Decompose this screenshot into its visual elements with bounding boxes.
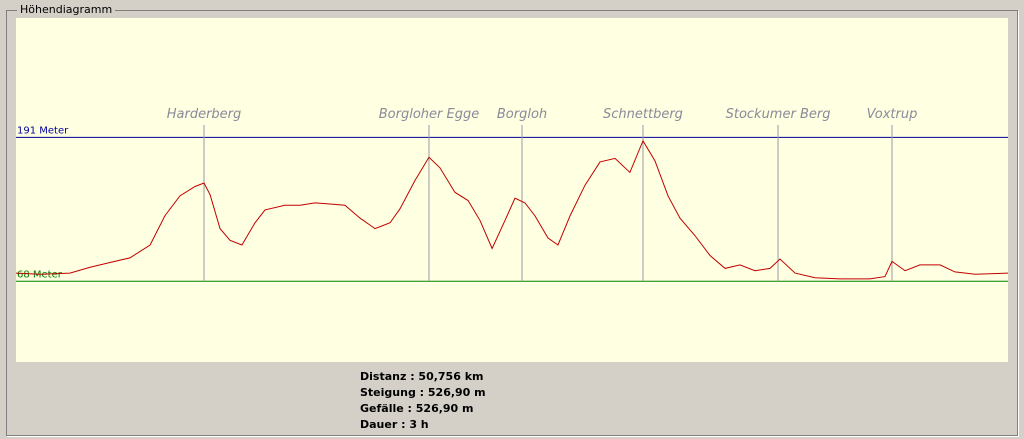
plot-area [16, 18, 1008, 362]
peak-label: Borgloh [497, 107, 547, 122]
group-title: Höhendiagramm [17, 3, 116, 16]
reference-label: 191 Meter [17, 125, 69, 136]
peak-label: Voxtrup [867, 107, 918, 122]
reference-label: 68 Meter [17, 269, 63, 280]
peak-label: Schnettberg [603, 107, 683, 122]
peak-label: Stockumer Berg [726, 107, 831, 122]
stats: Distanz : 50,756 km Steigung : 526,90 m Ge… [360, 369, 486, 433]
stat-line: Steigung : 526,90 m [360, 386, 486, 399]
stat-line: Gefälle : 526,90 m [360, 402, 474, 415]
peak-label: Harderberg [167, 107, 242, 122]
stat-line: Distanz : 50,756 km [360, 370, 484, 383]
peak-label: Borgloher Egge [379, 107, 479, 122]
elevation-line [15, 139, 1009, 280]
group-box [6, 10, 1018, 436]
stat-line: Dauer : 3 h [360, 418, 429, 431]
